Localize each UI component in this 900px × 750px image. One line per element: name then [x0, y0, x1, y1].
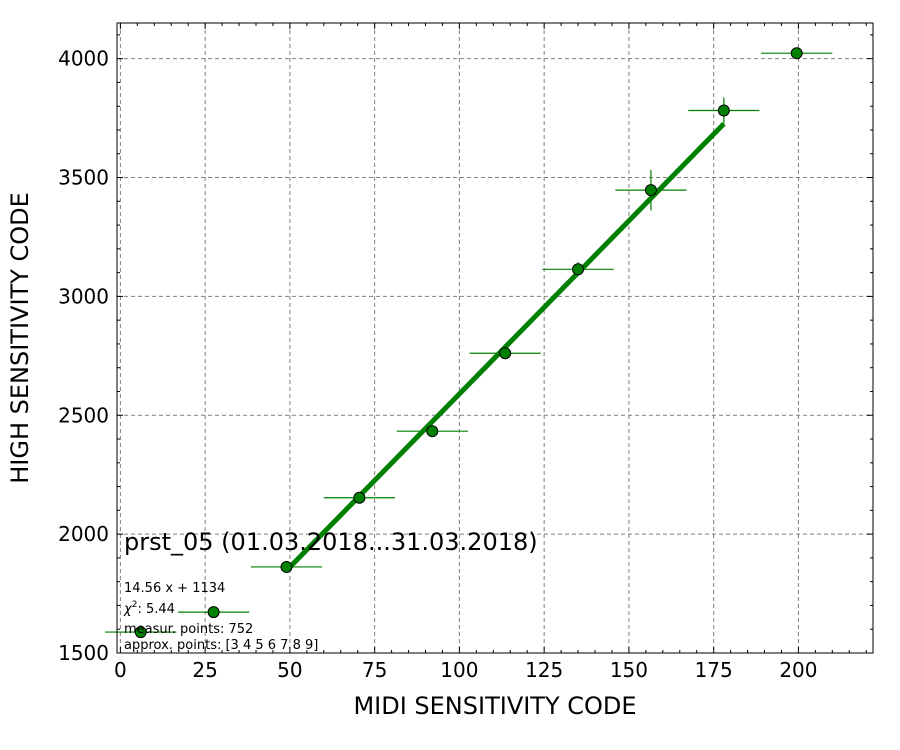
y-tick-label: 4000 — [58, 47, 109, 71]
point-marker — [280, 560, 293, 573]
y-axis-label: HIGH SENSITIVITY CODE — [6, 192, 34, 484]
point-marker — [499, 347, 512, 360]
measur-points: measur. points: 752 — [124, 622, 253, 637]
data-point — [761, 47, 833, 60]
x-tick-label: 200 — [779, 658, 817, 682]
x-tick-label: 25 — [192, 658, 217, 682]
y-tick-label: 2500 — [58, 403, 109, 427]
chi2-line: χ2: 5.44 — [123, 600, 175, 617]
plot-frame — [116, 22, 874, 654]
y-tick-label: 1500 — [58, 641, 109, 665]
x-tick-label: 175 — [695, 658, 733, 682]
point-marker — [134, 626, 147, 639]
data-point — [323, 491, 395, 504]
data-point — [250, 560, 323, 573]
data-point — [469, 347, 541, 360]
point-marker — [717, 104, 730, 117]
x-tick-label: 150 — [610, 658, 648, 682]
point-marker — [353, 491, 366, 504]
data-point — [542, 262, 614, 277]
point-marker — [572, 263, 585, 276]
chart-title: prst_05 (01.03.2018...31.03.2018) — [124, 528, 538, 556]
fit-line-layer — [284, 122, 726, 573]
point-marker — [426, 425, 439, 438]
y-tick-label: 2000 — [58, 522, 109, 546]
x-tick-label: 125 — [525, 658, 563, 682]
point-marker — [207, 606, 220, 619]
y-tick-label: 3000 — [58, 284, 109, 308]
grid — [117, 23, 873, 654]
x-tick-label: 50 — [277, 658, 302, 682]
fit-equation: 14.56 x + 1134 — [124, 581, 225, 596]
chi2-symbol: χ — [123, 602, 133, 617]
x-tick-label: 0 — [114, 658, 127, 682]
x-tick-label: 75 — [362, 658, 387, 682]
data-point — [105, 626, 177, 639]
chi2-value: : 5.44 — [137, 602, 174, 617]
data-point — [178, 606, 250, 619]
data-point — [396, 425, 468, 438]
data-point — [688, 97, 760, 124]
data-point — [615, 169, 687, 211]
y-tick-label: 3500 — [58, 166, 109, 190]
x-axis-label: MIDI SENSITIVITY CODE — [353, 692, 636, 720]
approx-points: approx. points: [3 4 5 6 7 8 9] — [124, 638, 318, 653]
x-tick-label: 100 — [440, 658, 478, 682]
fit-line — [284, 122, 726, 573]
chi2-power: 2 — [132, 600, 138, 610]
data-points-layer — [105, 47, 833, 639]
point-marker — [644, 184, 657, 197]
point-marker — [790, 47, 803, 60]
